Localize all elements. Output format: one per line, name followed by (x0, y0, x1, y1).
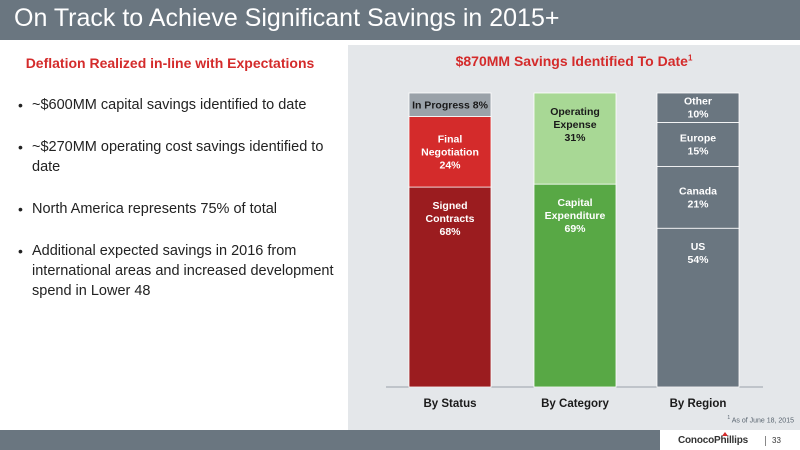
segment-label-other: Other (684, 96, 712, 108)
chart-heading: $870MM Savings Identified To Date1 (348, 53, 800, 69)
bar-segment-operating-expense (533, 92, 617, 185)
title-bar: On Track to Achieve Significant Savings … (0, 0, 800, 40)
bullet-item: • ~$600MM capital savings identified to d… (18, 95, 338, 115)
bar-segment-capital-expenditure (533, 183, 617, 388)
segment-label-canada: Canada (679, 185, 717, 197)
segment-label-operating-expense: Operating (550, 106, 600, 118)
bar-segment-signed-contracts (408, 186, 492, 388)
company-logo: ConocoPhillips (678, 435, 748, 446)
segment-label-capital-expenditure: Capital (557, 197, 592, 209)
x-tick-label-by-region: By Region (670, 398, 727, 410)
segment-label-signed-contracts: Contracts (425, 213, 474, 225)
segment-label-operating-expense: Expense (553, 119, 596, 131)
segment-label-in-progress: In Progress 8% (412, 99, 489, 111)
footnote-text: As of June 18, 2015 (731, 417, 794, 425)
segment-label-capital-expenditure: Expenditure (545, 210, 606, 222)
logo-mark-icon (722, 432, 728, 436)
slide-title: On Track to Achieve Significant Savings … (14, 4, 560, 32)
left-heading: Deflation Realized in-line with Expectat… (25, 55, 315, 71)
bullet-text: ~$600MM capital savings identified to da… (32, 97, 307, 113)
bullet-list: • ~$600MM capital savings identified to d… (18, 95, 338, 323)
bullet-dot-icon: • (18, 97, 23, 113)
segment-label-europe: Europe (680, 132, 716, 144)
footnote-marker: 1 (727, 415, 731, 421)
bullet-text: North America represents 75% of total (32, 201, 278, 217)
segment-value-other: 10% (687, 109, 709, 121)
bar-segment-in-progress (408, 92, 492, 117)
bar-segment-other (656, 92, 740, 123)
chart-panel: $870MM Savings Identified To Date1 Signe… (348, 45, 800, 430)
bar-segment-canada (656, 166, 740, 229)
segment-value-operating-expense: 31% (564, 132, 586, 144)
page-number-divider (765, 436, 766, 446)
bullet-dot-icon: • (18, 139, 23, 155)
bottom-bar (0, 430, 800, 450)
chart-heading-text: $870MM Savings Identified To Date (455, 53, 688, 69)
bullet-dot-icon: • (18, 243, 23, 259)
footnote: 1 As of June 18, 2015 (727, 415, 794, 424)
segment-label-final-negotiation: Negotiation (421, 146, 479, 158)
bullet-item: • Additional expected savings in 2016 fro… (18, 241, 338, 301)
bullet-item: • North America represents 75% of total (18, 199, 338, 219)
segment-label-signed-contracts: Signed (432, 200, 467, 212)
segment-label-final-negotiation: Final (438, 133, 463, 145)
bullet-dot-icon: • (18, 201, 23, 217)
segment-value-capital-expenditure: 69% (564, 223, 586, 235)
segment-value-us: 54% (687, 254, 709, 266)
x-tick-label-by-status: By Status (423, 398, 476, 410)
bar-segment-us (656, 227, 740, 388)
page-number: 33 (772, 436, 781, 445)
bullet-text: Additional expected savings in 2016 from… (32, 243, 334, 299)
chart-heading-footnote-marker: 1 (687, 53, 693, 63)
bar-segment-europe (656, 122, 740, 167)
segment-value-canada: 21% (687, 198, 709, 210)
segment-label-us: US (691, 241, 706, 253)
bullet-text: ~$270MM operating cost savings identifie… (32, 139, 324, 175)
x-tick-label-by-category: By Category (541, 398, 609, 410)
bullet-item: • ~$270MM operating cost savings identifi… (18, 137, 338, 177)
segment-value-signed-contracts: 68% (439, 226, 461, 238)
segment-value-final-negotiation: 24% (439, 159, 461, 171)
segment-value-europe: 15% (687, 145, 709, 157)
